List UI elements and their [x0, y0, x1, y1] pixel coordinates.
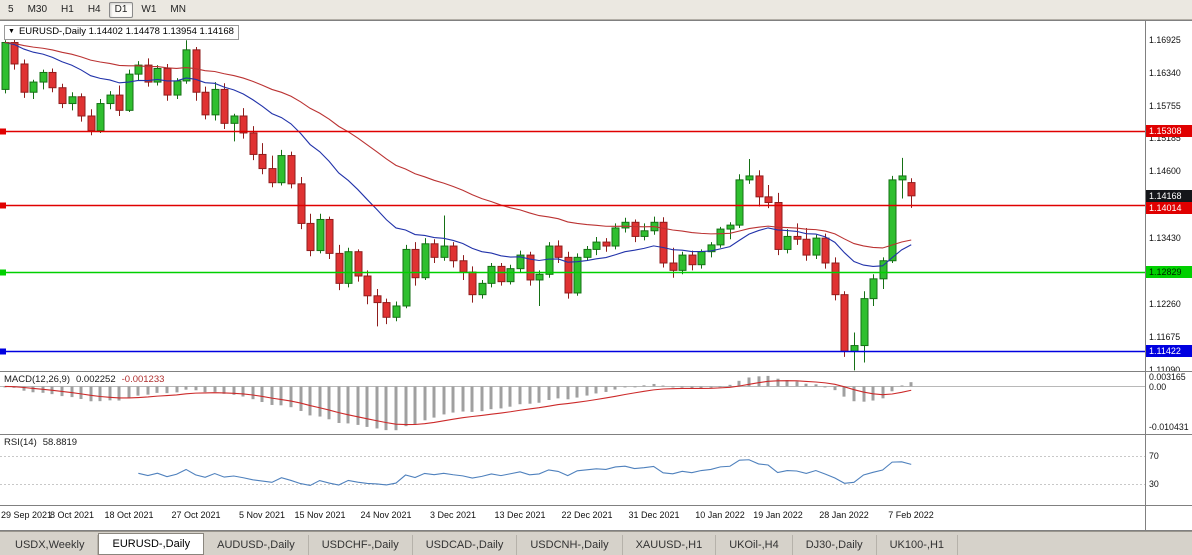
hline-price-label[interactable]: 1.14014 [1146, 202, 1192, 214]
timeframe-button-h4[interactable]: H4 [87, 3, 101, 15]
price-chart-canvas[interactable] [0, 21, 1145, 371]
hline-price-label[interactable]: 1.15308 [1146, 125, 1192, 137]
price-row: ▼ EURUSD-,Daily 1.14402 1.14478 1.13954 … [0, 21, 1192, 371]
date-tick-label: 27 Oct 2021 [171, 510, 221, 520]
timeframe-button-d1[interactable]: D1 [108, 1, 134, 18]
date-tick-label: 31 Dec 2021 [628, 510, 680, 520]
date-tick-label: 24 Nov 2021 [360, 510, 412, 520]
timeframe-button-h1[interactable]: H1 [61, 3, 74, 15]
macd-axis-zero: 0.00 [1149, 382, 1167, 392]
date-tick-label: 19 Jan 2022 [753, 510, 803, 520]
date-tick-label: 18 Oct 2021 [104, 510, 154, 520]
rsi-row: RSI(14) 58.8819 70 30 [0, 434, 1192, 505]
rsi-value: 58.8819 [42, 437, 78, 448]
macd-canvas[interactable] [0, 372, 1145, 434]
price-axis-tick: 1.16340 [1149, 68, 1181, 78]
price-axis-tick: 1.13430 [1149, 233, 1181, 243]
timeframe-button-mn[interactable]: MN [170, 3, 186, 15]
rsi-level-label: 30 [1149, 479, 1159, 489]
rsi-level-label: 70 [1149, 451, 1159, 461]
price-axis-tick: 1.15185 [1149, 133, 1181, 143]
macd-value-main: 0.002252 [76, 374, 116, 385]
price-axis-tick: 1.11090 [1149, 365, 1181, 371]
timeframe-button-5[interactable]: 5 [8, 3, 14, 15]
chart-window: ▼ EURUSD-,Daily 1.14402 1.14478 1.13954 … [0, 20, 1192, 531]
hline-price-label[interactable]: 1.12829 [1146, 266, 1192, 278]
current-price-label: 1.14168 [1146, 190, 1192, 202]
price-axis: 1.16925 1.16340 1.15755 1.15185 1.14600 1.140… [1145, 21, 1192, 371]
date-tick-label: 8 Oct 2021 [49, 510, 95, 520]
tab-usdx-weekly[interactable]: USDX,Weekly [2, 535, 99, 555]
macd-value-signal: -0.001233 [121, 374, 165, 385]
rsi-header: RSI(14) 58.8819 [4, 437, 77, 448]
rsi-title: RSI(14) [4, 437, 37, 448]
tab-dj30-daily[interactable]: DJ30-,Daily [793, 535, 877, 555]
date-tick-label: 3 Dec 2021 [429, 510, 477, 520]
timeframe-button-w1[interactable]: W1 [141, 3, 157, 15]
price-axis-tick: 1.11675 [1149, 332, 1181, 342]
price-axis-tick: 1.14600 [1149, 166, 1181, 176]
date-tick-label: 29 Sep 2021 [1, 510, 53, 520]
date-row: 29 Sep 2021 8 Oct 2021 18 Oct 2021 27 Oct 2… [0, 505, 1192, 530]
price-axis-tick: 1.15755 [1149, 101, 1181, 111]
date-tick-label: 28 Jan 2022 [819, 510, 869, 520]
tab-usdchf-daily[interactable]: USDCHF-,Daily [309, 535, 413, 555]
tab-usdcnh-daily[interactable]: USDCNH-,Daily [517, 535, 623, 555]
macd-header: MACD(12,26,9) 0.002252 -0.001233 [4, 374, 164, 385]
macd-row: MACD(12,26,9) 0.002252 -0.001233 0.00316… [0, 371, 1192, 434]
macd-pane: MACD(12,26,9) 0.002252 -0.001233 [0, 372, 1145, 434]
price-axis-tick: 1.12260 [1149, 299, 1181, 309]
tab-audusd-daily[interactable]: AUDUSD-,Daily [204, 535, 309, 555]
chart-title-text: EURUSD-,Daily 1.14402 1.14478 1.13954 1.… [18, 26, 234, 37]
timeframe-button-m30[interactable]: M30 [27, 3, 48, 15]
tab-eurusd-daily[interactable]: EURUSD-,Daily [98, 533, 205, 555]
date-axis-corner [1145, 506, 1192, 530]
timeframe-toolbar: 5 M30 H1 H4 D1 W1 MN [0, 0, 1192, 20]
tab-ukoil-h4[interactable]: UKOil-,H4 [716, 535, 793, 555]
macd-axis-min: -0.010431 [1149, 422, 1189, 432]
date-tick-label: 5 Nov 2021 [238, 510, 286, 520]
date-tick-label: 22 Dec 2021 [561, 510, 613, 520]
tab-xauusd-h1[interactable]: XAUUSD-,H1 [623, 535, 717, 555]
date-tick-label: 15 Nov 2021 [294, 510, 346, 520]
rsi-pane: RSI(14) 58.8819 [0, 435, 1145, 505]
price-pane: ▼ EURUSD-,Daily 1.14402 1.14478 1.13954 … [0, 21, 1145, 371]
hline-price-label[interactable]: 1.11422 [1146, 345, 1192, 357]
chart-title: ▼ EURUSD-,Daily 1.14402 1.14478 1.13954 … [4, 25, 239, 40]
date-tick-label: 13 Dec 2021 [494, 510, 546, 520]
macd-title: MACD(12,26,9) [4, 374, 70, 385]
price-axis-tick: 1.16925 [1149, 35, 1181, 45]
date-tick-label: 7 Feb 2022 [888, 510, 934, 520]
chart-tab-bar: USDX,Weekly EURUSD-,Daily AUDUSD-,Daily USD… [0, 531, 1192, 555]
chart-menu-icon[interactable]: ▼ [8, 28, 15, 35]
date-tick-label: 10 Jan 2022 [695, 510, 745, 520]
macd-axis: 0.003165 0.00 -0.010431 [1145, 372, 1192, 434]
rsi-canvas[interactable] [0, 435, 1145, 505]
tab-usdcad-daily[interactable]: USDCAD-,Daily [413, 535, 518, 555]
rsi-axis: 70 30 [1145, 435, 1192, 505]
date-axis: 29 Sep 2021 8 Oct 2021 18 Oct 2021 27 Oct 2… [0, 506, 1145, 530]
macd-axis-max: 0.003165 [1149, 372, 1186, 382]
tab-uk100-h1[interactable]: UK100-,H1 [877, 535, 959, 555]
